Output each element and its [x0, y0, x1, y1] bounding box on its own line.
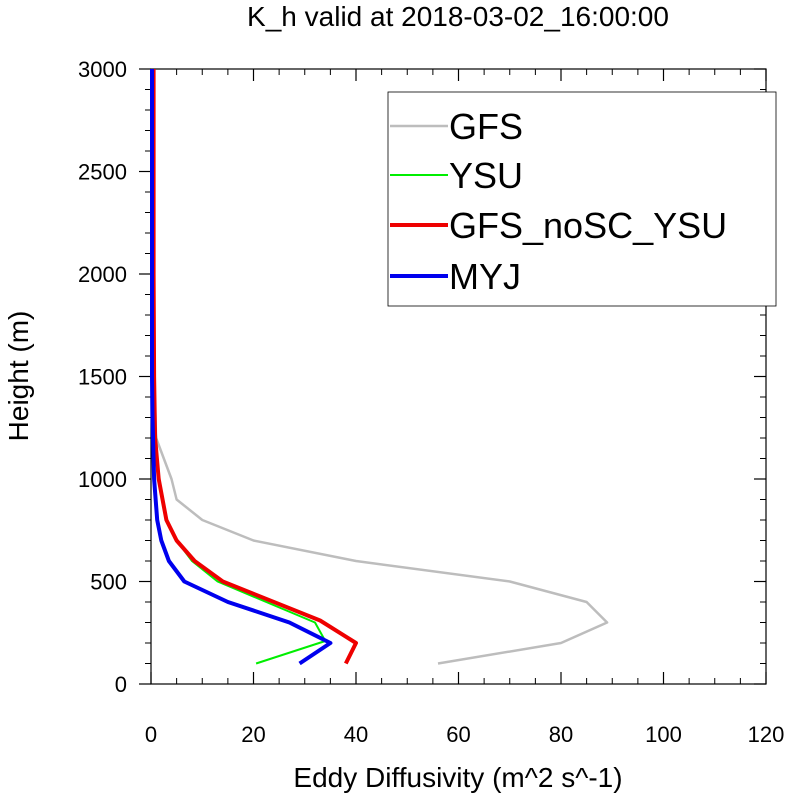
x-tick-label: 120 [748, 722, 785, 747]
series-group [150, 69, 609, 666]
x-tick-label: 80 [549, 722, 573, 747]
legend-label-gfs-nosc-ysu: GFS_noSC_YSU [449, 205, 727, 246]
y-tick-label: 1000 [78, 467, 127, 492]
y-tick-label: 0 [115, 672, 127, 697]
legend: GFS YSU GFS_noSC_YSU MYJ [387, 91, 777, 307]
x-tick-label: 20 [241, 722, 265, 747]
y-tick-label: 3000 [78, 57, 127, 82]
y-tick-label: 2500 [78, 160, 127, 185]
y-tick-label: 500 [90, 570, 127, 595]
legend-label-myj: MYJ [449, 256, 521, 297]
x-tick-label: 100 [645, 722, 682, 747]
x-tick-label: 0 [145, 722, 157, 747]
chart-title: K_h valid at 2018-03-02_16:00:00 [247, 1, 669, 32]
series-line-gfs-nosc-ysu [151, 69, 358, 665]
legend-label-ysu: YSU [449, 155, 523, 196]
y-axis-label: Height (m) [3, 311, 34, 442]
legend-label-gfs: GFS [449, 106, 523, 147]
x-tick-label: 40 [344, 722, 368, 747]
y-tick-label: 2000 [78, 262, 127, 287]
x-axis-label: Eddy Diffusivity (m^2 s^-1) [293, 762, 622, 793]
x-tick-label: 60 [446, 722, 470, 747]
series-line-myj [150, 69, 333, 666]
legend-box [387, 91, 777, 307]
tick-labels: 0 20 40 60 80 100 120 0 500 1000 1500 2000 2500 3000 [78, 57, 784, 747]
y-tick-label: 1500 [78, 365, 127, 390]
